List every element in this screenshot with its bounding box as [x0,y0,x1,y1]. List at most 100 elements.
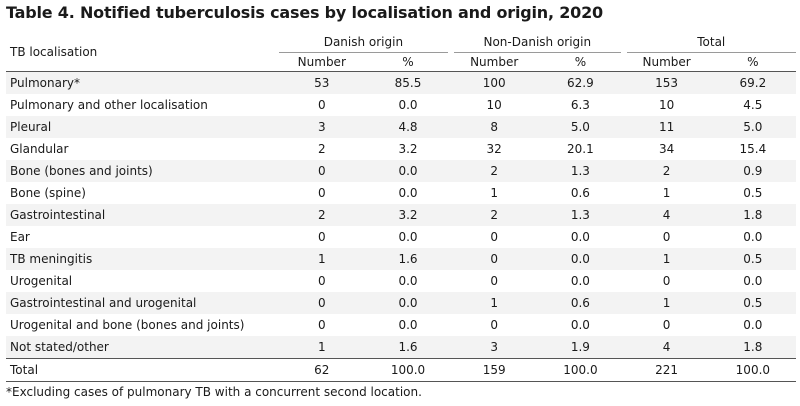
row-label: Pleural [6,116,279,138]
cell-percent: 1.3 [537,204,624,226]
cell-number: 0 [662,230,671,244]
cell-percent: 5.0 [709,116,796,138]
row-label: TB meningitis [6,248,279,270]
table-row: TB meningitis 1 1.6 0 0.0 1 0.5 [6,248,796,270]
table-row: Gastrointestinal and urogenital 0 0.0 1 0.6 1… [6,292,796,314]
cell-number: 0 [662,318,671,332]
cell-percent: 100.0 [709,358,796,382]
cell-percent: 0.0 [570,230,590,244]
cell-percent: 0.5 [743,186,763,200]
cell-percent: 0.9 [709,160,796,182]
table-row: Ear 0 0.0 0 0.0 0 0.0 [6,226,796,248]
cell-number: 34 [658,142,675,156]
cell-number: 0 [490,274,499,288]
group-header-total: Total [620,32,796,53]
cell-percent: 0.6 [570,186,590,200]
cell-percent: 0.5 [709,248,796,270]
cell-percent: 15.4 [739,142,767,156]
cell-percent: 0.0 [398,186,418,200]
cell-number: 1 [278,248,365,270]
row-label: Urogenital [10,274,73,288]
cell-percent: 0.0 [743,230,763,244]
cell-percent: 1.9 [537,336,624,359]
cell-percent: 62.9 [537,71,624,94]
total-row: Total 62 100.0 159 100.0 221 100.0 [6,358,796,382]
cell-number: 10 [658,98,675,112]
table-row: Pulmonary* 53 85.5 100 62.9 153 69.2 [6,71,796,94]
table-row: Urogenital 0 0.0 0 0.0 0 0.0 [6,270,796,292]
cell-percent: 5.0 [537,116,624,138]
row-label: Not stated/other [6,336,279,359]
row-header: TB localisation [10,44,98,59]
table-row: Pleural 3 4.8 8 5.0 11 5.0 [6,116,796,138]
group-header-non-danish: Non-Danish origin [448,32,627,53]
row-label: Glandular [10,142,69,156]
cell-number: 4 [623,204,710,226]
row-label: Ear [10,230,30,244]
cell-percent: 0.0 [398,274,418,288]
table-row: Glandular 2 3.2 32 20.1 34 15.4 [6,138,796,160]
subheader-number: Number [297,55,346,69]
group-header-danish: Danish origin [278,32,455,53]
cell-percent: 1.6 [364,248,452,270]
cell-percent: 3.2 [364,204,452,226]
cell-number: 0 [490,230,499,244]
cell-number: 0 [317,98,326,112]
cell-percent: 0.6 [537,292,624,314]
cell-percent: 0.0 [364,160,452,182]
cell-percent: 1.3 [537,160,624,182]
cell-number: 0 [490,318,499,332]
row-label: Pulmonary and other localisation [10,98,208,112]
cell-percent: 0.0 [398,230,418,244]
cell-number: 1 [490,186,499,200]
cell-percent: 3.2 [398,142,418,156]
cell-percent: 0.0 [743,274,763,288]
cell-number: 2 [451,204,538,226]
cell-percent: 6.3 [570,98,590,112]
table-body: Pulmonary* 53 85.5 100 62.9 153 69.2 Pulmonary … [6,71,796,382]
cell-number: 3 [451,336,538,359]
cell-number: 32 [486,142,502,156]
cell-percent: 100.0 [364,358,452,382]
cell-number: 1 [623,248,710,270]
row-label: Pulmonary* [6,71,279,94]
table-row: Bone (bones and joints) 0 0.0 2 1.3 2 0.9 [6,160,796,182]
cell-number: 1 [278,336,365,359]
cell-percent: 1.6 [364,336,452,359]
cell-number: 1 [451,292,538,314]
cell-number: 100 [451,71,538,94]
table-row: Pulmonary and other localisation 0 0.0 10 6.… [6,94,796,116]
cell-percent: 0.0 [570,318,590,332]
cell-percent: 0.0 [537,248,624,270]
cell-number: 11 [623,116,710,138]
cell-number: 2 [451,160,538,182]
cell-percent: 0.0 [743,318,763,332]
cell-number: 8 [451,116,538,138]
cell-number: 3 [278,116,365,138]
table-row: Not stated/other 1 1.6 3 1.9 4 1.8 [6,336,796,359]
cell-number: 221 [623,358,710,382]
cell-number: 0 [317,318,326,332]
row-label: Total [6,358,279,382]
cell-percent: 1.8 [709,336,796,359]
table-footnote: *Excluding cases of pulmonary TB with a … [6,385,422,399]
cell-number: 2 [317,142,326,156]
cell-number: 0 [317,274,326,288]
cell-percent: 1.8 [709,204,796,226]
row-label: Urogenital and bone (bones and joints) [10,318,245,332]
cell-number: 0 [317,230,326,244]
table-row: Urogenital and bone (bones and joints) 0 0… [6,314,796,336]
cell-percent: 4.5 [743,98,763,112]
row-label: Gastrointestinal and urogenital [6,292,279,314]
cell-number: 10 [486,98,502,112]
tb-cases-table: TB localisation Danish origin Non-Danish… [6,32,796,382]
subheader-percent: % [574,55,587,69]
cell-number: 4 [623,336,710,359]
cell-percent: 0.0 [364,292,452,314]
cell-percent: 4.8 [364,116,452,138]
cell-percent: 20.1 [567,142,594,156]
subheader-percent: % [747,55,759,69]
cell-percent: 0.0 [398,98,418,112]
table-row: Gastrointestinal 2 3.2 2 1.3 4 1.8 [6,204,796,226]
subheader-number: Number [470,55,519,69]
